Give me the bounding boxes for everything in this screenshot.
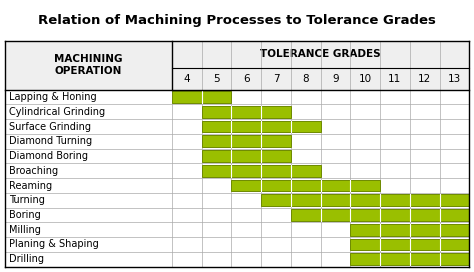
Bar [202, 165, 320, 177]
Bar [202, 135, 291, 147]
Text: 8: 8 [302, 74, 309, 84]
Text: Relation of Machining Processes to Tolerance Grades: Relation of Machining Processes to Toler… [38, 14, 436, 27]
Text: Drilling: Drilling [9, 254, 45, 264]
Text: Milling: Milling [9, 225, 41, 235]
Text: 9: 9 [332, 74, 339, 84]
Bar [261, 194, 469, 206]
Text: Cylindrical Grinding: Cylindrical Grinding [9, 107, 106, 117]
Bar [350, 239, 469, 250]
Text: 12: 12 [418, 74, 431, 84]
Text: 13: 13 [448, 74, 461, 84]
Text: MACHINING
OPERATION: MACHINING OPERATION [54, 54, 123, 76]
Bar [291, 209, 469, 221]
Bar [350, 253, 469, 265]
Bar [202, 106, 291, 118]
Text: Lapping & Honing: Lapping & Honing [9, 92, 97, 102]
Text: Broaching: Broaching [9, 166, 59, 176]
Text: 6: 6 [243, 74, 250, 84]
Text: TOLERANCE GRADES: TOLERANCE GRADES [260, 50, 381, 59]
Bar [202, 150, 291, 162]
Text: Surface Grinding: Surface Grinding [9, 122, 91, 132]
Text: 4: 4 [183, 74, 190, 84]
Text: Reaming: Reaming [9, 181, 53, 190]
Text: Diamond Turning: Diamond Turning [9, 136, 92, 146]
Text: Boring: Boring [9, 210, 41, 220]
Bar [231, 180, 380, 191]
Bar [5, 41, 469, 90]
Bar [350, 224, 469, 236]
Text: 10: 10 [359, 74, 372, 84]
Text: 7: 7 [273, 74, 279, 84]
Text: Planing & Shaping: Planing & Shaping [9, 239, 99, 249]
Bar [202, 121, 320, 132]
Text: 5: 5 [213, 74, 220, 84]
Text: 11: 11 [388, 74, 401, 84]
Text: Diamond Boring: Diamond Boring [9, 151, 89, 161]
Text: Turning: Turning [9, 195, 46, 205]
Bar [172, 91, 231, 103]
